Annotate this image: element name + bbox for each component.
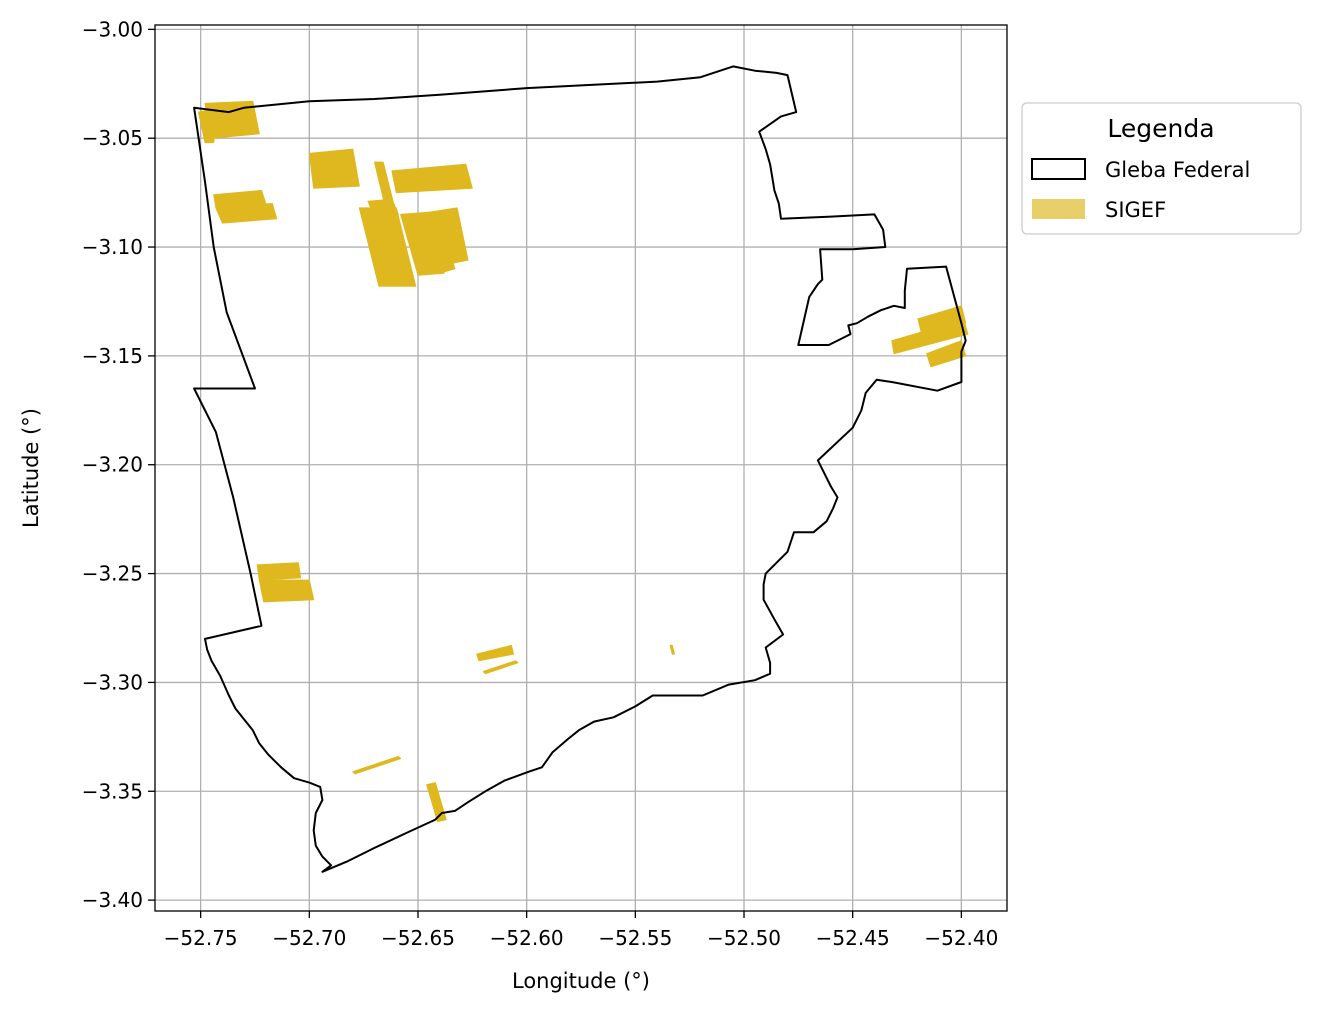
y-tick-label: −3.40 <box>82 888 143 912</box>
y-axis-ticks: −3.00 −3.05 −3.10 −3.15 −3.20 −3.25 −3.30 −3.35… <box>82 17 155 912</box>
x-tick-label: −52.40 <box>924 926 998 950</box>
sigef-parcel <box>215 203 278 224</box>
legend-title: Legenda <box>1107 114 1214 143</box>
x-axis-ticks: −52.75 −52.70 −52.65 −52.60 −52.55 −52.50 −52.… <box>164 911 998 950</box>
y-tick-label: −3.10 <box>82 235 143 259</box>
x-tick-label: −52.45 <box>816 926 890 950</box>
sigef-parcel <box>482 660 519 675</box>
sigef-parcel <box>400 211 445 276</box>
y-tick-label: −3.35 <box>82 779 143 803</box>
sigef-parcel <box>921 318 969 346</box>
legend-label-gleba-federal: Gleba Federal <box>1105 158 1250 182</box>
legend-label-sigef: SIGEF <box>1105 198 1166 222</box>
sigef-parcel <box>926 340 967 368</box>
sigef-parcel <box>352 755 402 775</box>
legend-swatch-gleba-federal <box>1031 158 1086 180</box>
sigef-parcel <box>391 163 473 194</box>
gridlines <box>155 25 1007 911</box>
y-tick-label: −3.25 <box>82 562 143 586</box>
y-axis-label: Latitude (°) <box>19 408 43 528</box>
sigef-parcel <box>258 579 315 603</box>
sigef-parcel <box>891 331 928 355</box>
sigef-parcel <box>426 782 447 823</box>
y-tick-label: −3.15 <box>82 344 143 368</box>
legend-box <box>1021 102 1302 235</box>
sigef-parcel <box>476 644 515 662</box>
sigef-parcel <box>917 305 967 337</box>
legend: Legenda Gleba Federal SIGEF <box>1021 102 1302 235</box>
x-tick-label: −52.60 <box>490 926 564 950</box>
x-axis-label: Longitude (°) <box>512 969 650 993</box>
y-tick-label: −3.05 <box>82 126 143 150</box>
sigef-parcel <box>358 207 417 287</box>
x-tick-label: −52.55 <box>598 926 672 950</box>
sigef-parcel <box>669 644 675 655</box>
sigef-parcel <box>213 189 267 209</box>
gleba-boundary <box>193 65 967 873</box>
sigef-parcel <box>308 148 360 189</box>
x-tick-label: −52.75 <box>164 926 238 950</box>
y-tick-label: −3.30 <box>82 670 143 694</box>
y-tick-label: −3.00 <box>82 17 143 41</box>
sigef-parcel <box>256 562 302 581</box>
y-tick-label: −3.20 <box>82 453 143 477</box>
gleba-federal-outline <box>193 65 967 873</box>
sigef-parcel <box>421 220 456 274</box>
x-tick-label: −52.50 <box>707 926 781 950</box>
x-tick-label: −52.65 <box>381 926 455 950</box>
legend-swatch-sigef <box>1032 199 1085 219</box>
x-tick-label: −52.70 <box>272 926 346 950</box>
plot-frame <box>154 24 1008 912</box>
